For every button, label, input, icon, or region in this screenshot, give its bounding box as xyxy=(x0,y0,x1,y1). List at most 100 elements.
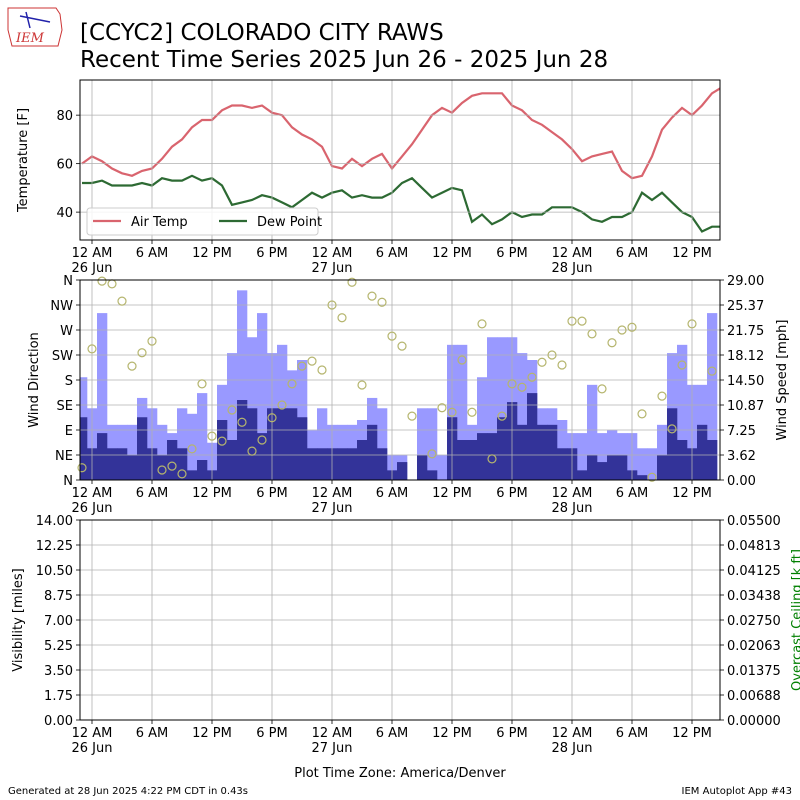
direction-point xyxy=(677,360,687,370)
direction-point xyxy=(447,407,457,417)
y2-tick-label: 0.00 xyxy=(727,474,756,489)
x-tick-label: 12 AM 28 Jun xyxy=(552,486,593,516)
y-tick-label: 3.50 xyxy=(44,664,73,679)
direction-point xyxy=(77,463,87,473)
wind-bar xyxy=(357,440,368,480)
wind-bar xyxy=(127,455,138,480)
wind-bar xyxy=(187,470,198,480)
x-tick-label: 12 AM 28 Jun xyxy=(552,246,593,276)
direction-point xyxy=(567,316,577,326)
direction-point xyxy=(707,366,717,376)
plot-area xyxy=(80,290,718,480)
direction-point xyxy=(277,400,287,410)
wind-bar xyxy=(517,424,528,480)
wind-bar xyxy=(177,408,188,480)
x-tick-label: 12 AM 27 Jun xyxy=(312,486,353,516)
wind-bar xyxy=(597,433,608,480)
x-tick-label: 12 AM 27 Jun xyxy=(312,726,353,756)
wind-bar xyxy=(347,448,358,480)
legend-box xyxy=(86,207,319,236)
direction-point xyxy=(527,372,537,382)
x-tick-label: 12 AM 26 Jun xyxy=(72,246,113,276)
x-tick-label: 6 AM xyxy=(136,726,169,741)
direction-point xyxy=(177,469,187,479)
y-tick-label: SE xyxy=(57,399,73,414)
direction-point xyxy=(407,411,417,421)
direction-point xyxy=(687,319,697,329)
y-tick-label: SW xyxy=(52,349,73,364)
wind-bar xyxy=(577,470,588,480)
wind-bar xyxy=(377,408,388,480)
x-tick-label: 12 PM xyxy=(432,486,472,501)
data-line xyxy=(81,87,720,180)
direction-point xyxy=(627,322,637,332)
direction-point xyxy=(557,360,567,370)
x-tick-label: 6 PM xyxy=(496,246,527,261)
wind-bar xyxy=(697,424,708,480)
y-tick-label: N xyxy=(63,474,73,489)
wind-bar xyxy=(417,455,428,480)
direction-point xyxy=(187,444,197,454)
plot-frame xyxy=(79,279,721,481)
wind-bar xyxy=(97,313,108,480)
footer-left: Generated at 28 Jun 2025 4:22 PM CDT in … xyxy=(8,786,248,797)
wind-bar xyxy=(647,448,658,480)
y2-tick-label: 0.04813 xyxy=(727,539,781,554)
x-tick-label: 12 AM 26 Jun xyxy=(72,726,113,756)
y2-tick-label: 25.37 xyxy=(727,299,764,314)
y2-tick-label: 14.50 xyxy=(727,374,764,389)
wind-bar xyxy=(537,424,548,480)
wind-bar xyxy=(527,393,538,480)
direction-point xyxy=(487,454,497,464)
direction-point xyxy=(197,379,207,389)
wind-bar xyxy=(497,337,508,480)
y2-axis-label: Overcast Ceiling [k ft] xyxy=(790,549,800,691)
wind-bar xyxy=(197,460,208,480)
x-tick-label: 6 AM xyxy=(616,486,649,501)
wind-bar xyxy=(187,413,198,480)
subtitle: Recent Time Series 2025 Jun 26 - 2025 Ju… xyxy=(80,47,608,73)
direction-point xyxy=(457,355,467,365)
y-tick-label: 1.75 xyxy=(44,689,73,704)
wind-bar xyxy=(477,377,488,480)
y-tick-label: S xyxy=(65,374,73,389)
y2-tick-label: 0.02750 xyxy=(727,614,781,629)
wind-bar xyxy=(497,417,508,480)
wind-bar xyxy=(577,433,588,480)
x-tick-label: 12 PM xyxy=(192,246,232,261)
direction-point xyxy=(297,361,307,371)
wind-bar xyxy=(487,433,498,480)
x-tick-label: 6 AM xyxy=(616,246,649,261)
wind-bar xyxy=(367,424,378,480)
wind-bar xyxy=(637,448,648,480)
direction-point xyxy=(87,344,97,354)
x-tick-label: 12 AM 28 Jun xyxy=(552,726,593,756)
x-tick-label: 12 PM xyxy=(432,246,472,261)
wind-bar xyxy=(317,408,328,480)
wind-bar xyxy=(487,337,498,480)
direction-point xyxy=(157,465,167,475)
wind-bar xyxy=(287,408,298,480)
y2-tick-label: 21.75 xyxy=(727,324,764,339)
direction-point xyxy=(397,341,407,351)
y-tick-label: 10.50 xyxy=(36,564,73,579)
y2-tick-label: 0.02063 xyxy=(727,639,781,654)
direction-point xyxy=(507,379,517,389)
wind-bar xyxy=(707,440,718,480)
plot-area xyxy=(81,87,720,233)
x-tick-label: 12 PM xyxy=(432,726,472,741)
direction-point xyxy=(617,325,627,335)
wind-bar xyxy=(107,448,118,480)
wind-bar xyxy=(297,417,308,480)
direction-point xyxy=(137,348,147,358)
direction-point xyxy=(577,316,587,326)
wind-bar xyxy=(317,448,328,480)
direction-point xyxy=(217,436,227,446)
wind-bar xyxy=(677,440,688,480)
wind-bar xyxy=(247,408,258,480)
plot-frame xyxy=(79,79,721,241)
y-axis-label: Wind Direction xyxy=(27,332,42,428)
x-tick-label: 12 PM xyxy=(672,726,712,741)
y-tick-label: 5.25 xyxy=(44,639,73,654)
direction-point xyxy=(237,417,247,427)
